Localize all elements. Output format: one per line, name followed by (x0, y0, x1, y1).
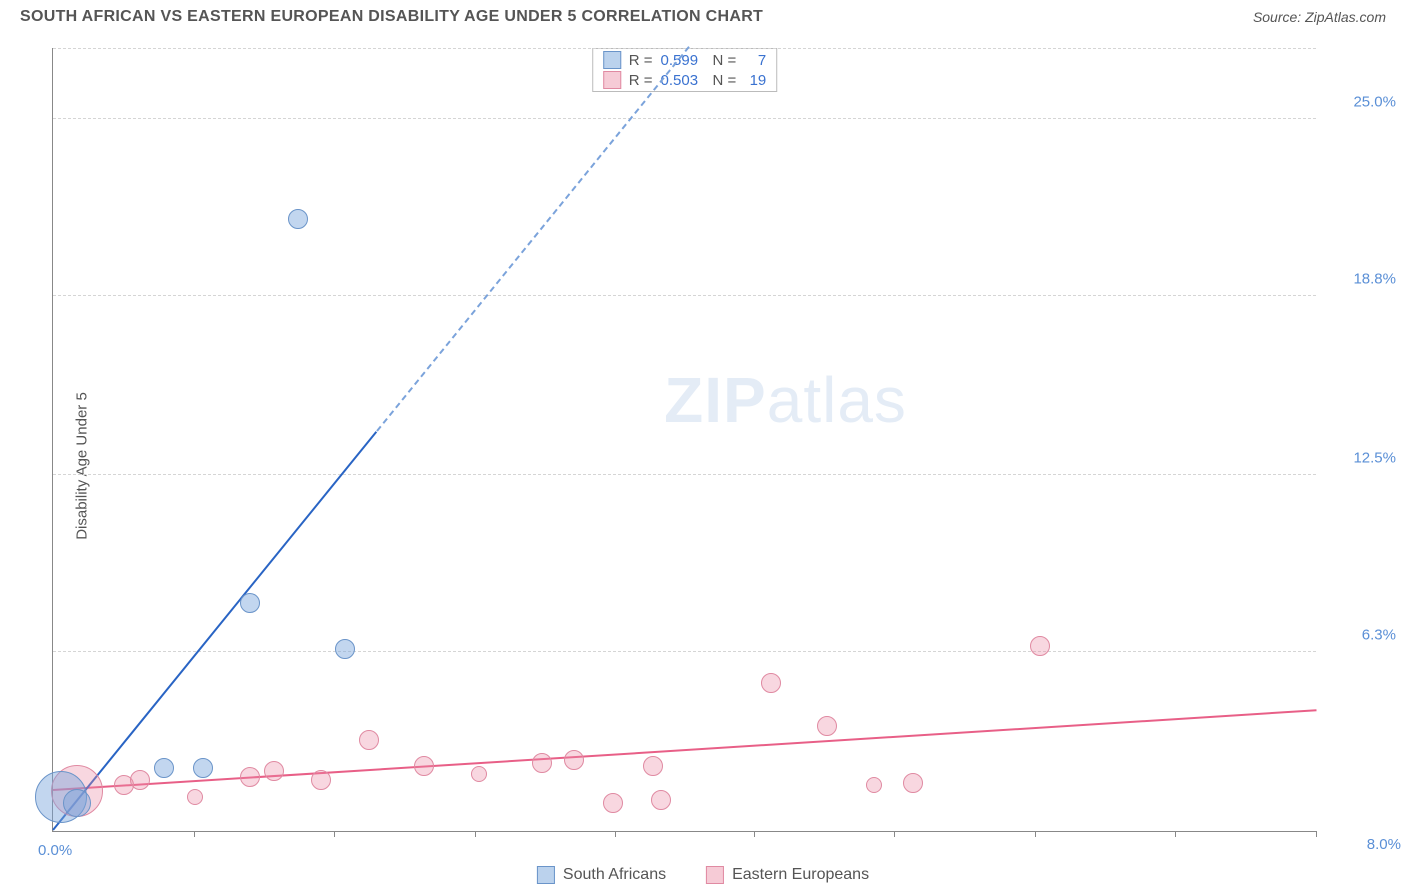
x-tick-mark (1035, 831, 1036, 837)
y-tick-label: 6.3% (1326, 626, 1396, 643)
data-point (154, 758, 174, 778)
data-point (532, 753, 552, 773)
chart-title: SOUTH AFRICAN VS EASTERN EUROPEAN DISABI… (20, 8, 763, 26)
chart-header: SOUTH AFRICAN VS EASTERN EUROPEAN DISABI… (0, 0, 1406, 30)
legend-item: Eastern Europeans (706, 866, 869, 884)
stat-n-label: N = (713, 72, 737, 89)
data-point (130, 770, 150, 790)
stat-r-label: R = (629, 52, 653, 69)
data-point (603, 793, 623, 813)
stat-n-value: 19 (744, 72, 766, 89)
data-point (761, 673, 781, 693)
stat-n-value: 7 (744, 52, 766, 69)
data-point (240, 593, 260, 613)
x-tick-mark (615, 831, 616, 837)
stats-row: R =0.503N =19 (593, 70, 777, 90)
correlation-stats-box: R =0.599N =7R =0.503N =19 (592, 48, 778, 92)
data-point (903, 773, 923, 793)
data-point (193, 758, 213, 778)
legend-item: South Africans (537, 866, 666, 884)
data-point (359, 730, 379, 750)
legend-swatch (537, 866, 555, 884)
legend-swatch (603, 51, 621, 69)
stat-n-label: N = (713, 52, 737, 69)
data-point (866, 777, 882, 793)
legend-swatch (603, 71, 621, 89)
x-tick-mark (1175, 831, 1176, 837)
data-point (1030, 636, 1050, 656)
data-point (651, 790, 671, 810)
gridline-h (53, 295, 1316, 296)
data-point (63, 789, 91, 817)
data-point (335, 639, 355, 659)
x-tick-mark (334, 831, 335, 837)
x-tick-mark (1316, 831, 1317, 837)
legend-label: Eastern Europeans (732, 866, 869, 884)
x-tick-mark (894, 831, 895, 837)
x-tick-mark (194, 831, 195, 837)
gridline-h (53, 651, 1316, 652)
watermark: ZIPatlas (664, 363, 907, 437)
data-point (311, 770, 331, 790)
gridline-h (53, 474, 1316, 475)
data-point (240, 767, 260, 787)
stat-r-label: R = (629, 72, 653, 89)
data-point (264, 761, 284, 781)
legend-label: South Africans (563, 866, 666, 884)
data-point (471, 766, 487, 782)
x-axis-max-label: 8.0% (1367, 836, 1401, 853)
legend-swatch (706, 866, 724, 884)
chart-area: Disability Age Under 5 ZIPatlas R =0.599… (0, 40, 1406, 892)
data-point (643, 756, 663, 776)
data-point (817, 716, 837, 736)
plot-region: ZIPatlas R =0.599N =7R =0.503N =19 0.0% … (52, 48, 1316, 832)
data-point (564, 750, 584, 770)
data-point (414, 756, 434, 776)
y-tick-label: 25.0% (1326, 94, 1396, 111)
x-tick-mark (475, 831, 476, 837)
y-tick-label: 18.8% (1326, 270, 1396, 287)
y-tick-label: 12.5% (1326, 450, 1396, 467)
x-tick-mark (754, 831, 755, 837)
gridline-h (53, 118, 1316, 119)
chart-source: Source: ZipAtlas.com (1253, 9, 1386, 25)
series-legend: South Africans Eastern Europeans (537, 866, 869, 884)
data-point (187, 789, 203, 805)
data-point (288, 209, 308, 229)
x-axis-origin-label: 0.0% (38, 842, 72, 859)
trend-line (376, 46, 690, 432)
